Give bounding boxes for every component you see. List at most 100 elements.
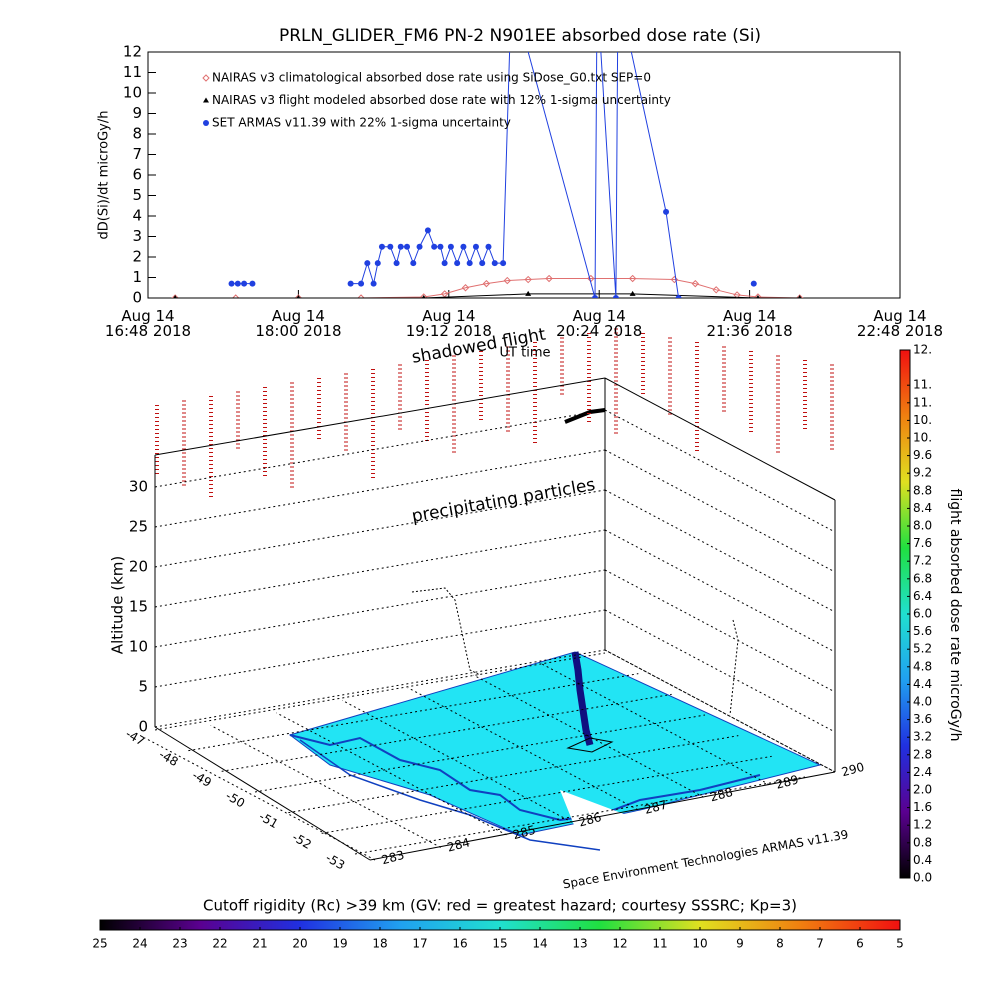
colorbar-tick-label: 21 [252, 937, 267, 951]
colorbar-tick-label: 7.2 [913, 554, 932, 568]
colorbar-tick-label: 16 [452, 937, 467, 951]
z-tick-label: 25 [129, 518, 148, 536]
legend-label: NAIRAS v3 climatological absorbed dose r… [212, 71, 651, 85]
legend-label: NAIRAS v3 flight modeled absorbed dose r… [212, 93, 671, 107]
marker [420, 293, 428, 298]
marker [424, 227, 431, 234]
marker [294, 294, 303, 298]
colorbar-tick-label: 9 [736, 937, 744, 951]
marker [525, 290, 532, 296]
grid-line [288, 735, 739, 814]
colorbar-tick-label: 24 [132, 937, 147, 951]
grid-line [539, 662, 770, 786]
marker [173, 295, 177, 298]
grid-line [604, 529, 836, 653]
marker [750, 280, 757, 287]
grid-line [154, 409, 606, 488]
marker [712, 286, 720, 294]
box-edge [604, 377, 836, 501]
colorbar-tick-label: 2.8 [913, 747, 932, 761]
altitude-trace [729, 619, 739, 716]
z-tick-label: 5 [138, 678, 148, 696]
grid-line [321, 755, 772, 834]
marker [754, 293, 762, 298]
y-tick-label: 7 [132, 145, 142, 163]
land-patch [560, 790, 640, 845]
marker [628, 274, 637, 283]
colorbar-tick-label: 13 [572, 937, 587, 951]
y-tick-label: 3 [132, 227, 142, 245]
lat-tick-label: -49 [190, 768, 214, 790]
marker [500, 260, 507, 267]
colorbar-tick-label: 2.0 [913, 783, 932, 797]
grid-line [473, 674, 704, 798]
lon-tick-label: 288 [709, 785, 735, 804]
series-line [175, 278, 800, 298]
colorbar-tick-label: 6.4 [913, 589, 932, 603]
colorbar-tick-label: 5.6 [913, 624, 932, 638]
marker [347, 280, 354, 287]
colorbar-tick-label: 8.0 [913, 519, 932, 533]
marker [232, 294, 240, 298]
colorbar-label: flight absorbed dose rate microGy/h [947, 489, 963, 742]
colorbar-tick-label: 3.6 [913, 712, 932, 726]
colorbar-tick-label: 3.2 [913, 730, 932, 744]
marker [545, 274, 553, 283]
lat-tick-label: -50 [223, 789, 247, 811]
marker [675, 295, 682, 298]
marker [756, 295, 760, 298]
colorbar-tick-label: 7 [816, 937, 824, 951]
lat-tick-label: -48 [157, 747, 181, 769]
colorbar-tick-label: 11. [913, 395, 932, 409]
marker [461, 284, 470, 292]
colorbar-tick-label: 8 [776, 937, 784, 951]
marker [387, 243, 394, 250]
marker [364, 260, 371, 267]
colorbar-tick-label: 0.0 [913, 871, 932, 885]
coastline [289, 734, 761, 822]
grid-line [154, 529, 606, 608]
colorbar-tick-label: 0.4 [913, 853, 932, 867]
x-tick-label: Aug 14 16:48 2018 [105, 307, 191, 340]
plot-frame [147, 51, 901, 299]
z-tick-label: 10 [129, 638, 148, 656]
grid-line [341, 699, 573, 823]
grid-line [154, 609, 606, 688]
marker [404, 243, 411, 250]
marker [524, 275, 532, 284]
box-edge [154, 726, 371, 861]
colorbar-tick-label: 12. [913, 343, 932, 357]
colorbar-tick-label: 8.8 [913, 483, 932, 497]
lat-tick-label: -53 [323, 851, 347, 873]
legend-marker [203, 120, 209, 126]
marker [437, 243, 444, 250]
colorbar-tick-label: 6.0 [913, 607, 932, 621]
colorbar-tick-label: 4.8 [913, 659, 932, 673]
grid-line [604, 489, 836, 613]
lat-tick-label: -52 [290, 830, 314, 852]
z-tick-label: 0 [138, 718, 148, 736]
colorbar-tick-label: 11 [652, 937, 667, 951]
y-tick-label: 1 [132, 268, 142, 286]
marker [485, 243, 492, 250]
marker [416, 243, 423, 250]
flight-marker [566, 737, 614, 753]
marker [234, 280, 241, 287]
lon-tick-label: 285 [511, 823, 537, 842]
marker [441, 260, 448, 267]
colorbar-tick-label: 19 [332, 937, 347, 951]
colorbar-tick-label: 1.6 [913, 800, 932, 814]
y-tick-label: 4 [132, 207, 142, 225]
x-axis-label: UT time [500, 346, 551, 361]
marker [797, 295, 802, 298]
marker [796, 294, 804, 298]
grid-line [154, 652, 606, 731]
marker [431, 243, 438, 250]
colorbar-tick-label: 10 [692, 937, 707, 951]
colorbar-label: Cutoff rigidity (Rc) >39 km (GV: red = g… [203, 897, 797, 915]
z-tick-label: 20 [129, 558, 148, 576]
grid-line [154, 569, 606, 648]
grid-line [144, 737, 376, 861]
marker [370, 280, 377, 287]
y-tick-label: 2 [132, 248, 142, 266]
